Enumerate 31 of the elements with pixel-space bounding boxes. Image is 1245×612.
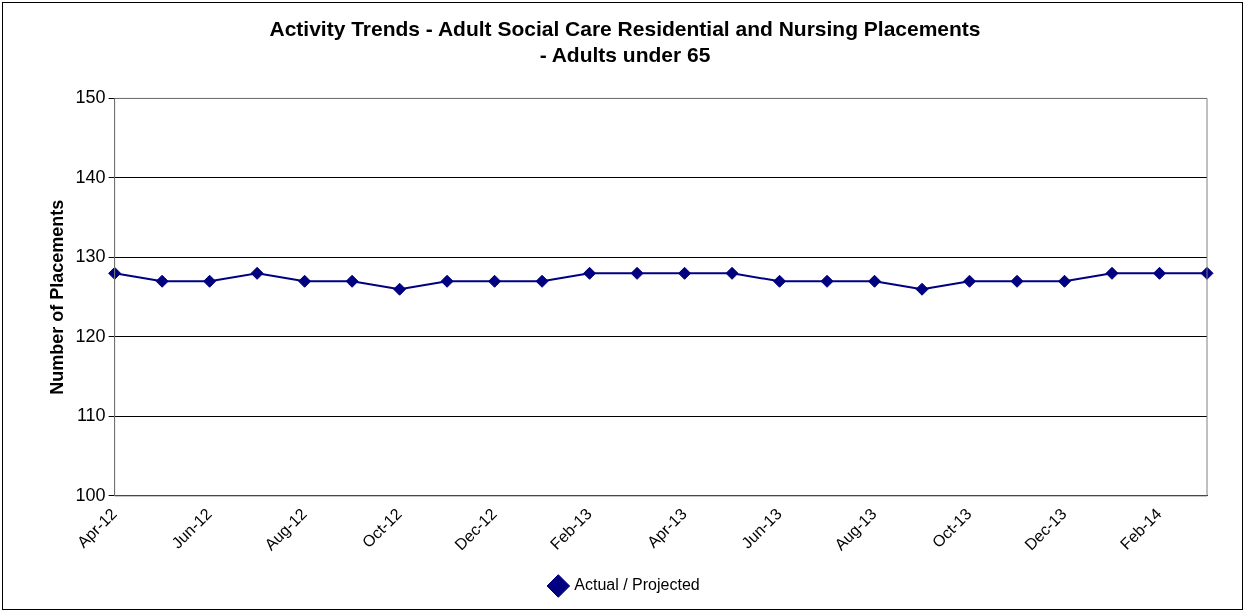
legend-label: Actual / Projected (574, 576, 700, 594)
y-axis-title: Number of Placements (46, 199, 67, 395)
point (535, 274, 549, 288)
point (203, 274, 217, 288)
point (678, 266, 692, 280)
y-tick-label: 140 (75, 166, 106, 187)
point (583, 266, 597, 280)
point (915, 282, 929, 296)
point (773, 274, 787, 288)
point (1105, 266, 1119, 280)
point (1058, 274, 1072, 288)
point (725, 266, 739, 280)
point (820, 274, 834, 288)
point (630, 266, 644, 280)
y-tick-label: 150 (75, 87, 106, 108)
point (155, 274, 169, 288)
point (345, 274, 359, 288)
chart-title: Activity Trends - Adult Social Care Residential and Nursing Placements - Adults under 65 (269, 17, 981, 66)
point (488, 274, 502, 288)
point (963, 274, 977, 288)
y-tick-label: 110 (76, 405, 106, 426)
point (298, 274, 312, 288)
y-tick-label: 100 (75, 484, 106, 505)
y-tick-label: 120 (75, 325, 106, 346)
point (250, 266, 264, 280)
y-tick-label: 130 (75, 246, 106, 267)
point (440, 274, 454, 288)
point (1010, 274, 1024, 288)
point (393, 282, 407, 296)
point (1153, 266, 1167, 280)
point (868, 274, 882, 288)
